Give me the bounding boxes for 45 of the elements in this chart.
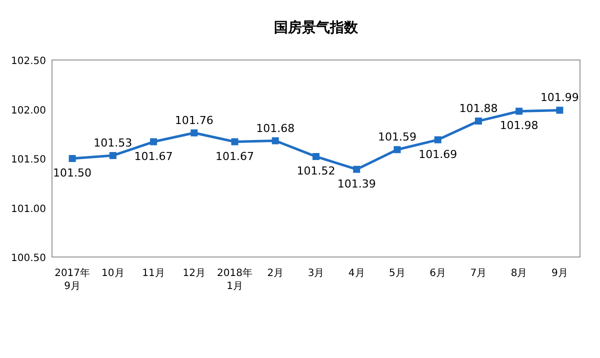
data-label: 101.69 [418, 148, 458, 161]
data-label: 101.53 [94, 136, 132, 150]
data-label: 101.98 [500, 119, 538, 132]
point [516, 108, 523, 115]
x-tick-label: 6月 [430, 268, 446, 279]
data-label: 101.99 [540, 91, 579, 104]
y-tick-label: 101.00 [11, 204, 46, 215]
data-label: 101.67 [216, 150, 254, 163]
y-tick-label: 102.50 [11, 56, 46, 67]
point [272, 137, 279, 144]
x-tick-label: 9月 [552, 268, 568, 279]
data-label: 101.67 [134, 150, 173, 163]
y-tick-label: 102.00 [11, 105, 46, 116]
point [312, 153, 320, 160]
point [231, 138, 238, 146]
point [394, 146, 401, 154]
x-tick-label: 5月 [389, 268, 406, 279]
data-label: 101.52 [296, 164, 336, 178]
data-label: 101.59 [378, 130, 416, 144]
x-tick-label: 4月 [348, 268, 365, 279]
point [190, 129, 198, 136]
point [68, 155, 76, 162]
x-tick-label: 10月 [102, 268, 124, 279]
data-label: 101.39 [337, 177, 376, 190]
x-tick-label: 2017年 9月 [54, 267, 90, 292]
point [353, 166, 360, 173]
chart-title: 国房景气指数 [274, 19, 359, 36]
data-label: 101.50 [53, 166, 92, 180]
x-tick-label: 2018年 1月 [217, 267, 252, 292]
point [150, 138, 158, 146]
x-tick-label: 12月 [182, 268, 206, 279]
x-tick-label: 11月 [142, 268, 165, 279]
x-tick-label: 2月 [267, 268, 284, 279]
data-label: 101.88 [459, 102, 498, 116]
data-label: 101.68 [256, 122, 295, 135]
point [474, 118, 482, 125]
point [556, 106, 564, 114]
point [434, 136, 442, 144]
y-tick-label: 100.50 [11, 253, 46, 264]
point [109, 152, 116, 160]
x-tick-label: 7月 [470, 268, 487, 279]
data-label: 101.76 [174, 114, 214, 127]
x-tick-label: 3月 [308, 268, 324, 279]
x-tick-label: 8月 [510, 268, 528, 279]
y-tick-label: 101.50 [11, 154, 46, 166]
